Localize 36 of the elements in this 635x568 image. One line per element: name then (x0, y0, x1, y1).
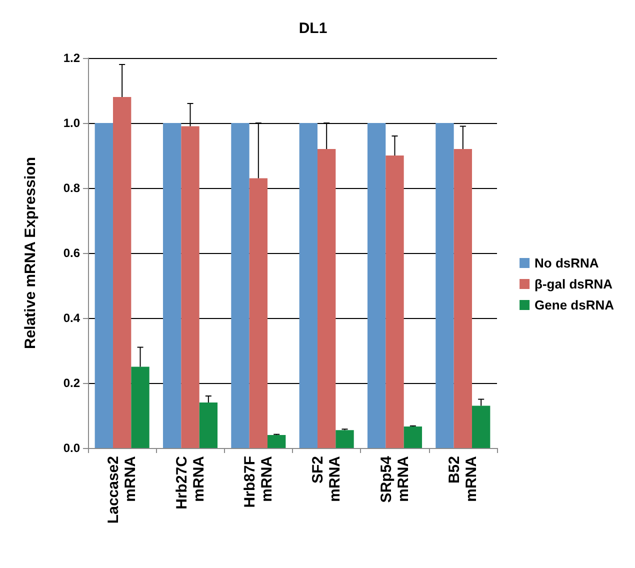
bar (181, 126, 200, 448)
bar (386, 156, 404, 448)
bar (472, 406, 490, 448)
bar (231, 123, 250, 448)
bar (367, 123, 386, 448)
x-tick-label: Hrb87F mRNA (241, 456, 276, 508)
y-axis-title: Relative mRNA Expression (22, 156, 39, 350)
y-tick-label: 0.6 (63, 246, 80, 260)
bar (436, 123, 454, 448)
bar (162, 123, 182, 448)
bar (317, 149, 336, 448)
legend-label: No dsRNA (534, 256, 600, 270)
legend-label: β-gal dsRNA (534, 276, 614, 292)
bar (454, 149, 472, 448)
bar (268, 435, 286, 448)
x-tick-label: B52 mRNA (446, 456, 480, 502)
bar (336, 430, 354, 448)
bar (112, 97, 132, 448)
x-tick-label: Hrb27C mRNA (173, 456, 208, 510)
bar (199, 402, 218, 448)
bar (299, 123, 318, 448)
y-tick-label: 1.0 (63, 116, 80, 130)
x-tick-label: SF2 mRNA (310, 456, 344, 502)
chart-title: DL1 (298, 20, 328, 37)
y-tick-label: 0.2 (63, 376, 80, 390)
bar (94, 123, 113, 448)
bar (404, 426, 422, 448)
bar (131, 366, 150, 448)
bar (249, 178, 268, 448)
y-tick-label: 0.8 (63, 181, 80, 195)
legend-label: Gene dsRNA (534, 298, 615, 312)
y-tick-label: 0.0 (63, 441, 80, 455)
x-tick-label: SRp54 mRNA (378, 455, 412, 503)
y-tick-label: 1.2 (63, 51, 80, 65)
x-tick-label: Laccase2 mRNA (105, 456, 140, 524)
y-tick-label: 0.4 (63, 311, 80, 325)
